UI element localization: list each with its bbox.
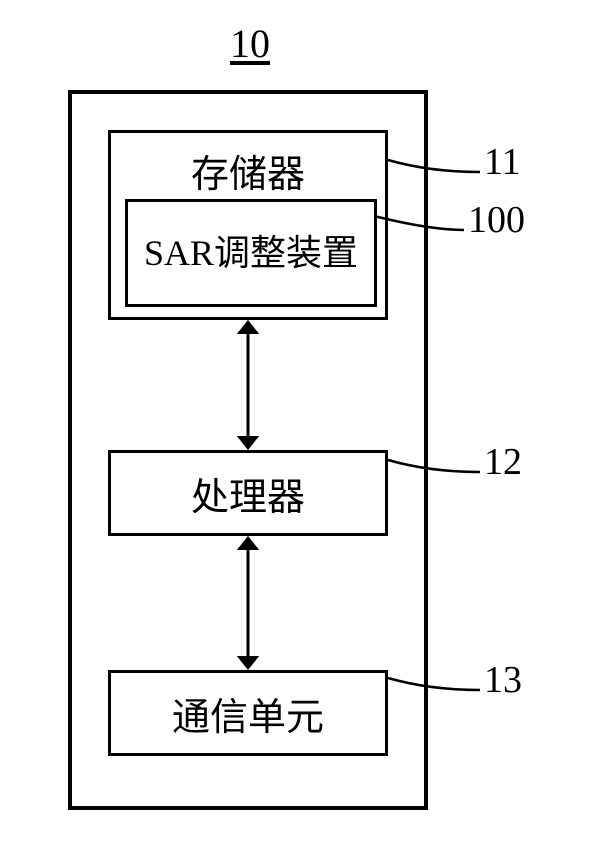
ref-label-12: 12	[484, 440, 522, 484]
memory-box: 存储器 SAR调整装置	[108, 130, 388, 320]
diagram-title: 10	[220, 20, 280, 67]
ref-label-13: 13	[484, 658, 522, 702]
comm-unit-box: 通信单元	[108, 670, 388, 756]
sar-adjust-box: SAR调整装置	[125, 199, 377, 307]
ref-label-11: 11	[484, 140, 521, 184]
comm-unit-label: 通信单元	[172, 686, 324, 741]
processor-label: 处理器	[191, 466, 305, 521]
processor-box: 处理器	[108, 450, 388, 536]
sar-adjust-label: SAR调整装置	[140, 231, 362, 276]
memory-label: 存储器	[191, 143, 305, 198]
ref-label-100: 100	[468, 198, 525, 242]
